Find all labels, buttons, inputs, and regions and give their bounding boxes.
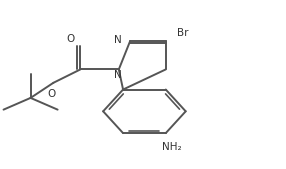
Text: Br: Br (176, 28, 188, 38)
Text: N: N (114, 70, 121, 80)
Text: O: O (66, 34, 75, 44)
Text: NH₂: NH₂ (162, 142, 181, 152)
Text: O: O (47, 89, 55, 99)
Text: N: N (114, 35, 122, 45)
